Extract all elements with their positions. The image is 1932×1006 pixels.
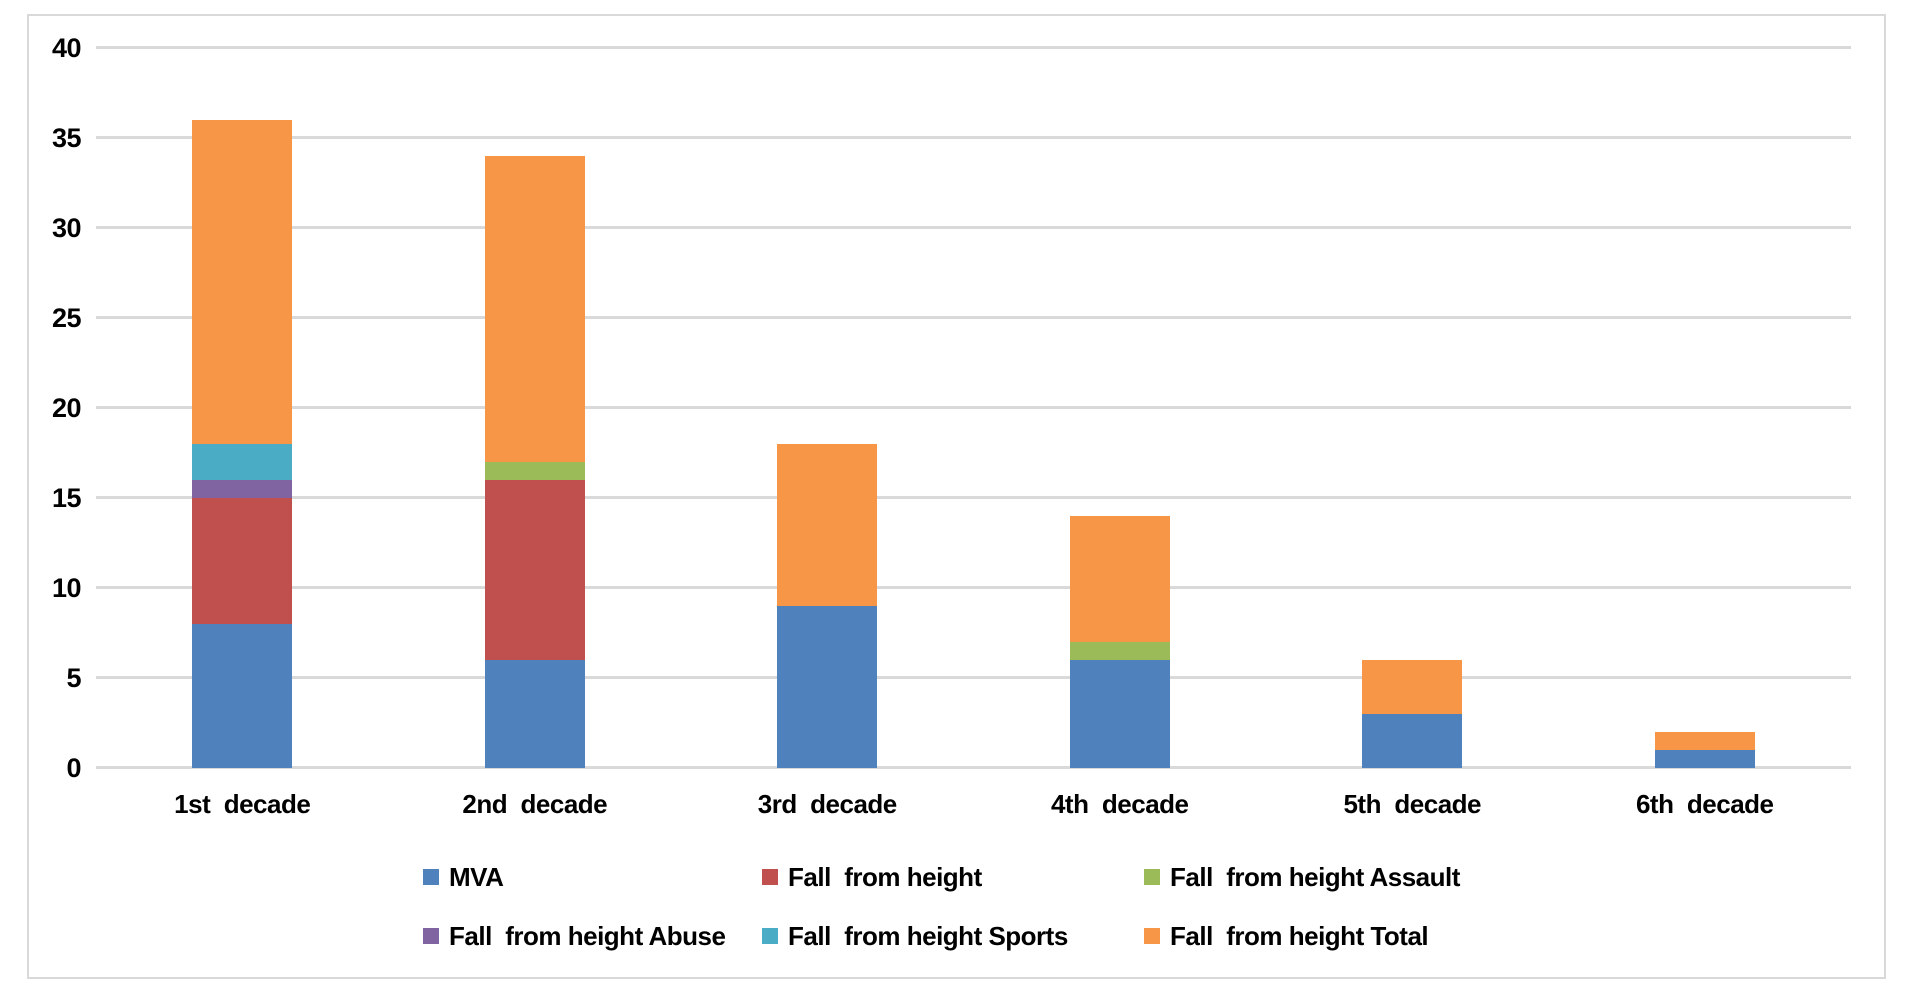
legend-item: Fall from height Sports <box>762 921 1068 951</box>
x-tick-label-1: 1st decade <box>174 789 311 819</box>
legend-item: Fall from height <box>762 862 982 892</box>
chart-frame: 0 5 10 15 20 25 30 35 40 1st decade 2nd decade 3rd… <box>27 14 1886 979</box>
legend-swatch-icon <box>762 928 778 944</box>
bar-slot-5 <box>1266 48 1559 768</box>
legend-label: Fall from height <box>788 862 982 892</box>
bar-stack-6 <box>1654 48 1755 768</box>
x-tick-label-5: 5th decade <box>1343 789 1482 819</box>
bar-slot-4 <box>974 48 1267 768</box>
bar-segment <box>484 156 585 462</box>
bar-segment <box>777 444 878 606</box>
legend-label: MVA <box>449 862 504 892</box>
bar-segment <box>192 120 293 444</box>
bar-segment <box>1362 660 1463 714</box>
bars-row <box>96 48 1851 768</box>
gridline-20 <box>96 406 1851 409</box>
bar-slot-1 <box>96 48 389 768</box>
y-tick-label-35: 35 <box>51 123 82 153</box>
bar-segment <box>192 480 293 498</box>
bar-slot-3 <box>681 48 974 768</box>
legend-label: Fall from height Abuse <box>449 921 726 951</box>
gridline-10 <box>96 586 1851 589</box>
bar-segment <box>484 660 585 768</box>
bar-segment <box>1654 732 1755 750</box>
gridline-5 <box>96 676 1851 679</box>
x-tick-label-2: 2nd decade <box>462 789 608 819</box>
plot-area <box>96 46 1851 769</box>
bar-segment <box>1362 714 1463 768</box>
legend-item: Fall from height Abuse <box>423 921 726 951</box>
bar-stack-3 <box>777 48 878 768</box>
bar-segment <box>1069 660 1170 768</box>
bar-stack-1 <box>192 48 293 768</box>
y-tick-label-5: 5 <box>66 663 81 693</box>
legend-item: MVA <box>423 862 504 892</box>
bar-segment <box>1069 642 1170 660</box>
gridline-30 <box>96 226 1851 229</box>
legend-label: Fall from height Assault <box>1170 862 1460 892</box>
bar-slot-2 <box>389 48 682 768</box>
x-tick-label-6: 6th decade <box>1635 789 1774 819</box>
y-axis: 0 5 10 15 20 25 30 35 40 <box>29 33 82 783</box>
bar-stack-4 <box>1069 48 1170 768</box>
bar-segment <box>1069 516 1170 642</box>
bar-stack-5 <box>1362 48 1463 768</box>
bar-segment <box>777 606 878 768</box>
y-tick-label-20: 20 <box>51 393 82 423</box>
y-tick-label-30: 30 <box>51 213 82 243</box>
y-tick-label-0: 0 <box>66 753 81 783</box>
legend-label: Fall from height Total <box>1170 921 1429 951</box>
gridline-40 <box>96 46 1851 49</box>
gridline-15 <box>96 496 1851 499</box>
bar-segment <box>484 462 585 480</box>
legend-swatch-icon <box>762 869 778 885</box>
bar-segment <box>1654 750 1755 768</box>
bar-slot-6 <box>1559 48 1852 768</box>
legend-swatch-icon <box>1144 928 1160 944</box>
legend-item: Fall from height Assault <box>1144 862 1460 892</box>
bar-segment <box>484 480 585 660</box>
bar-segment <box>192 498 293 624</box>
gridline-35 <box>96 136 1851 139</box>
legend-label: Fall from height Sports <box>788 921 1068 951</box>
y-tick-label-10: 10 <box>51 573 82 603</box>
bar-stack-2 <box>484 48 585 768</box>
y-tick-label-40: 40 <box>51 33 82 63</box>
y-tick-label-25: 25 <box>51 303 82 333</box>
x-tick-label-4: 4th decade <box>1050 789 1189 819</box>
bar-segment <box>192 624 293 768</box>
x-tick-label-3: 3rd decade <box>757 789 898 819</box>
legend-item: Fall from height Total <box>1144 921 1429 951</box>
gridline-25 <box>96 316 1851 319</box>
legend-swatch-icon <box>423 869 439 885</box>
bar-segment <box>192 444 293 480</box>
legend-swatch-icon <box>1144 869 1160 885</box>
x-axis: 1st decade 2nd decade 3rd decade 4th decade… <box>96 786 1851 822</box>
y-tick-label-15: 15 <box>51 483 82 513</box>
legend-swatch-icon <box>423 928 439 944</box>
gridline-0 <box>96 766 1851 769</box>
